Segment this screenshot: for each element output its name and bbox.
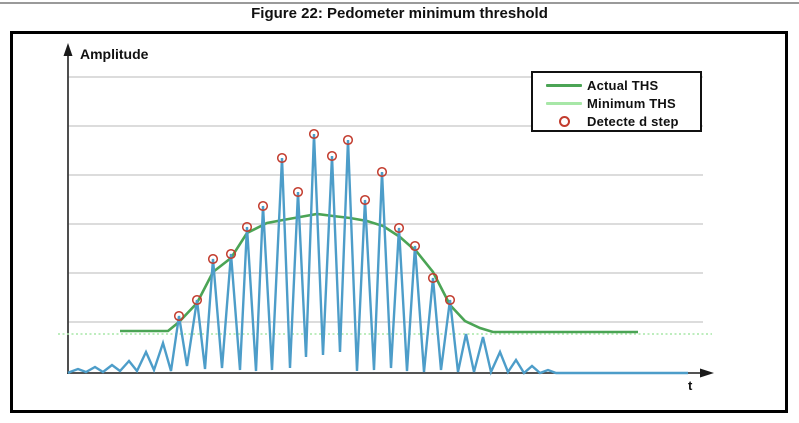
- detected-step-marker: [292, 186, 304, 198]
- detected-step-marker: [241, 221, 253, 233]
- x-axis-label: t: [688, 378, 693, 393]
- figure-title: Figure 22: Pedometer minimum threshold: [251, 5, 548, 22]
- chart-legend: Actual THS Minimum THS Detecte d step: [531, 71, 702, 132]
- detected-step-marker: [409, 240, 421, 252]
- detected-step-marker: [427, 272, 439, 284]
- legend-row: Minimum THS: [533, 94, 700, 112]
- line-swatch-icon: [546, 101, 582, 105]
- legend-swatch-detected-step: [541, 115, 587, 127]
- detected-step-marker: [173, 310, 185, 322]
- y-axis-label: Amplitude: [80, 46, 149, 62]
- y-axis-arrow-icon: [63, 43, 73, 56]
- line-swatch-icon: [546, 83, 582, 87]
- x-axis-arrow-icon: [700, 368, 714, 378]
- detected-step-marker: [393, 222, 405, 234]
- detected-step-marker: [444, 294, 456, 306]
- legend-label-actual-ths: Actual THS: [587, 77, 659, 93]
- step-signal-line: [67, 133, 688, 376]
- legend-swatch-minimum-ths: [541, 101, 587, 105]
- detected-step-marker: [207, 253, 219, 265]
- circle-marker-icon: [558, 115, 570, 127]
- detected-step-marker: [191, 294, 203, 306]
- legend-row: Detecte d step: [533, 112, 700, 130]
- detected-step-marker: [257, 200, 269, 212]
- actual-ths-line: [120, 212, 638, 334]
- legend-row: Actual THS: [533, 76, 700, 94]
- legend-label-minimum-ths: Minimum THS: [587, 95, 676, 111]
- detected-step-marker: [342, 134, 354, 146]
- detected-step-marker: [359, 194, 371, 206]
- legend-label-detected-step: Detecte d step: [587, 113, 679, 129]
- detected-step-marker: [225, 248, 237, 260]
- detected-step-marker: [376, 166, 388, 178]
- legend-swatch-actual-ths: [541, 83, 587, 87]
- detected-step-marker: [308, 128, 320, 140]
- detected-step-marker: [276, 152, 288, 164]
- page-divider-line: [0, 2, 799, 4]
- detected-step-marker: [326, 150, 338, 162]
- figure-border-box: [10, 31, 788, 413]
